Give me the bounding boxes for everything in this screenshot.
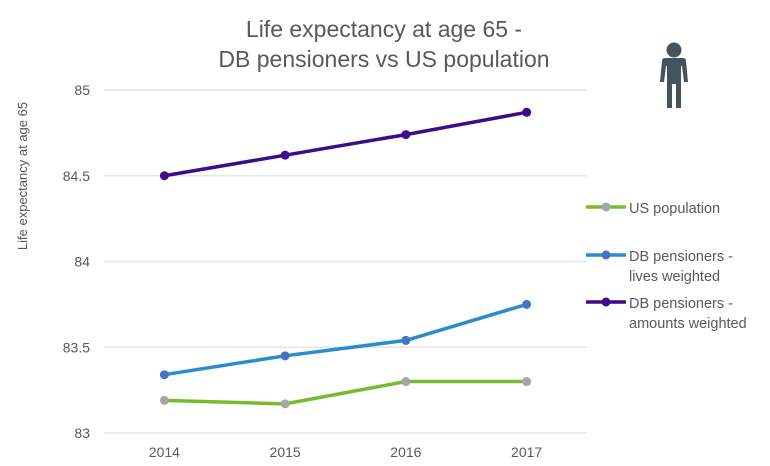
x-axis-ticks: 2014 2015 2016 2017 bbox=[149, 444, 543, 460]
x-tick-label: 2017 bbox=[511, 444, 542, 460]
y-tick-label: 85 bbox=[74, 82, 90, 98]
series-line bbox=[162, 379, 529, 406]
legend-item: DB pensioners - amounts weighted bbox=[586, 296, 747, 332]
gridlines bbox=[104, 89, 587, 434]
legend-label: DB pensioners - bbox=[629, 249, 733, 265]
chart-title-line-2: DB pensioners vs US population bbox=[218, 46, 549, 72]
person-icon bbox=[660, 42, 688, 108]
y-axis-ticks: 83 83.5 84 84.5 85 bbox=[63, 82, 90, 441]
legend-label: DB pensioners - bbox=[629, 296, 733, 312]
legend-item: DB pensioners - lives weighted bbox=[586, 249, 733, 285]
y-tick-label: 84.5 bbox=[63, 168, 90, 184]
legend-label: US population bbox=[629, 201, 720, 217]
series-line bbox=[162, 110, 529, 178]
data-point bbox=[522, 377, 532, 387]
data-point bbox=[159, 395, 169, 405]
chart-title-line-1: Life expectancy at age 65 - bbox=[246, 16, 522, 42]
legend-label: amounts weighted bbox=[629, 316, 747, 332]
series-2 bbox=[159, 299, 532, 380]
legend-marker bbox=[601, 250, 611, 260]
series-line bbox=[162, 302, 529, 377]
legend-item: US population bbox=[586, 201, 720, 217]
legend-marker bbox=[601, 202, 611, 212]
y-axis-label: Life expectancy at age 65 bbox=[15, 102, 30, 250]
data-point bbox=[159, 370, 169, 380]
legend-label: lives weighted bbox=[629, 269, 720, 285]
legend-marker bbox=[601, 297, 611, 307]
data-point bbox=[401, 377, 411, 387]
y-tick-label: 83 bbox=[74, 425, 90, 441]
chart-title: Life expectancy at age 65 - DB pensioner… bbox=[218, 16, 549, 72]
data-point bbox=[401, 130, 411, 140]
data-point bbox=[522, 107, 532, 117]
series-3 bbox=[159, 107, 532, 181]
legend: US population DB pensioners - lives weight… bbox=[586, 201, 747, 332]
data-point bbox=[522, 299, 532, 309]
x-tick-label: 2016 bbox=[390, 444, 421, 460]
data-point bbox=[159, 171, 169, 181]
x-tick-label: 2014 bbox=[149, 444, 180, 460]
data-point bbox=[401, 335, 411, 345]
x-tick-label: 2015 bbox=[270, 444, 301, 460]
data-point bbox=[280, 351, 290, 361]
data-point bbox=[280, 399, 290, 409]
series-group bbox=[159, 107, 532, 409]
data-point bbox=[280, 150, 290, 160]
y-tick-label: 84 bbox=[74, 254, 90, 270]
y-tick-label: 83.5 bbox=[63, 339, 90, 355]
series-1 bbox=[159, 377, 532, 409]
